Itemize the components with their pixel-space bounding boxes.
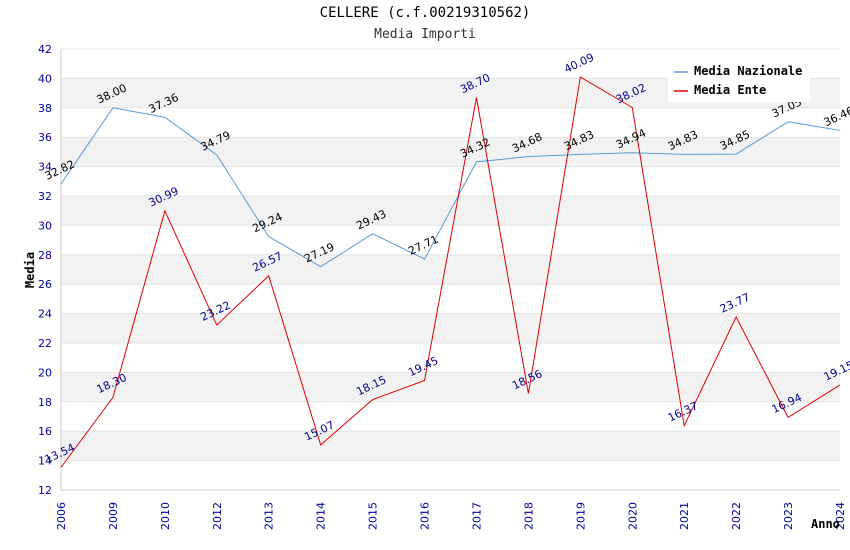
grid-bands bbox=[61, 78, 840, 461]
series-lines bbox=[60, 76, 841, 468]
x-tick-label: 2006 bbox=[55, 502, 68, 530]
y-tick-label: 20 bbox=[38, 366, 52, 379]
x-axis-title: Anno bbox=[811, 517, 840, 531]
x-tick-label: 2015 bbox=[367, 502, 380, 530]
chart-subtitle: Media Importi bbox=[374, 27, 476, 42]
x-tick-label: 2018 bbox=[522, 502, 535, 530]
y-tick-label: 18 bbox=[38, 396, 52, 409]
grid-band bbox=[61, 254, 840, 285]
grid-band bbox=[61, 431, 840, 461]
axes bbox=[60, 49, 840, 491]
y-tick-label: 36 bbox=[38, 131, 52, 144]
x-tick-label: 2012 bbox=[211, 502, 224, 530]
x-tick-label: 2017 bbox=[470, 502, 483, 530]
data-label: 27.71 bbox=[406, 233, 440, 258]
x-tick-label: 2020 bbox=[626, 502, 639, 530]
legend-label-media-nazionale: Media Nazionale bbox=[694, 64, 802, 78]
y-tick-label: 22 bbox=[38, 337, 52, 350]
x-tick-label: 2024 bbox=[834, 502, 847, 530]
y-tick-label: 42 bbox=[38, 43, 52, 56]
series-line-media-ente bbox=[60, 76, 841, 468]
y-tick-label: 12 bbox=[38, 484, 52, 497]
data-label: 13.54 bbox=[43, 441, 77, 466]
y-tick-labels: 12 14 16 18 20 22 24 26 28 30 32 34 36 38 40 42 bbox=[38, 43, 52, 497]
y-tick-label: 14 bbox=[38, 455, 52, 468]
x-tick-label: 2009 bbox=[107, 502, 120, 530]
y-tick-label: 32 bbox=[38, 190, 52, 203]
y-tick-label: 30 bbox=[38, 219, 52, 232]
series-line-media-nazionale bbox=[60, 107, 841, 268]
y-tick-label: 38 bbox=[38, 102, 52, 115]
grid-band bbox=[61, 313, 840, 343]
data-label: 23.77 bbox=[718, 291, 752, 316]
legend-label-media-ente: Media Ente bbox=[694, 83, 766, 97]
chart-title: CELLERE (c.f.00219310562) bbox=[319, 5, 531, 21]
x-tick-label: 2014 bbox=[315, 502, 328, 530]
x-tick-labels: 2006 2009 2010 2012 2013 2014 2015 2016 2017 2018… bbox=[55, 502, 847, 530]
x-tick-label: 2021 bbox=[678, 502, 691, 530]
y-axis-title: Media bbox=[23, 252, 37, 288]
data-label: 40.09 bbox=[562, 51, 596, 76]
legend: Media Nazionale Media Ente bbox=[668, 60, 810, 102]
y-tick-label: 26 bbox=[38, 278, 52, 291]
x-tick-label: 2022 bbox=[730, 502, 743, 530]
x-tick-label: 2010 bbox=[159, 502, 172, 530]
y-tick-label: 40 bbox=[38, 72, 52, 85]
y-tick-label: 28 bbox=[38, 249, 52, 262]
grid-band bbox=[61, 372, 840, 402]
legend-box bbox=[668, 60, 810, 102]
y-tick-label: 34 bbox=[38, 161, 52, 174]
y-tick-label: 16 bbox=[38, 425, 52, 438]
y-tick-label: 24 bbox=[38, 308, 52, 321]
grid-band bbox=[61, 137, 840, 167]
x-tick-label: 2019 bbox=[574, 502, 587, 530]
x-tick-label: 2023 bbox=[782, 502, 795, 530]
x-tick-label: 2013 bbox=[263, 502, 276, 530]
x-tick-label: 2016 bbox=[419, 502, 432, 530]
